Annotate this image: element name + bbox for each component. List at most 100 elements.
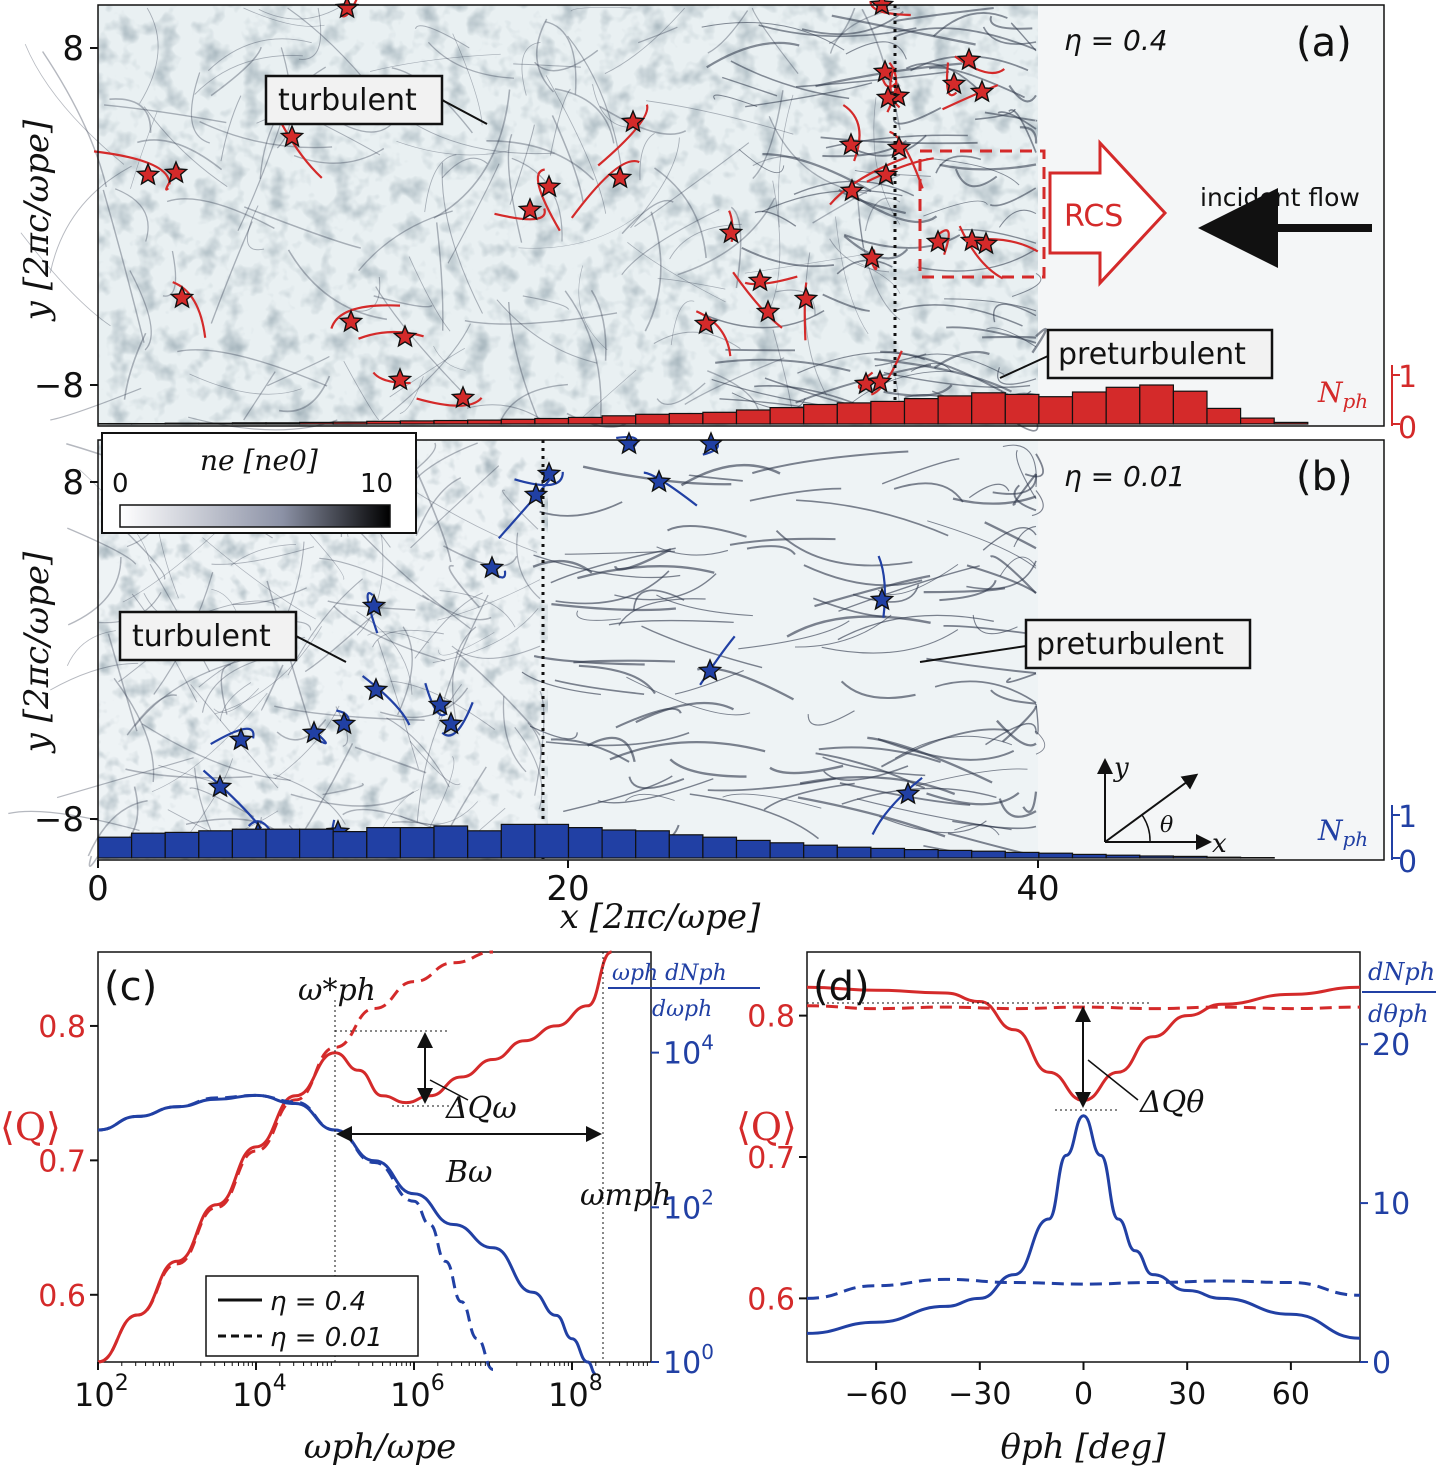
density-filament — [516, 532, 541, 600]
glyph-theta-arc — [1141, 814, 1151, 843]
preturbulent-pointer-b — [919, 645, 1027, 663]
density-filament — [729, 537, 836, 546]
density-filament — [274, 705, 425, 721]
panel-c-left-ticks: 0.8 0.7 0.6 — [38, 1010, 98, 1314]
photon-emission-star — [517, 197, 543, 221]
panel-b-ylabel: y [2πc/ωpe] — [17, 551, 57, 754]
density-filament — [577, 565, 715, 580]
histogram-bar — [231, 828, 267, 859]
particle-track — [366, 592, 379, 634]
density-filament — [427, 41, 515, 79]
density-filament — [514, 726, 543, 810]
turbulent-box-b — [118, 610, 298, 662]
density-filament — [1011, 272, 1042, 297]
density-filament — [838, 565, 980, 612]
rcs-arrow — [1048, 139, 1168, 287]
density-filament — [551, 115, 584, 203]
particle-track — [877, 555, 886, 618]
panel-d-left-tick-label: 0.6 — [747, 1282, 795, 1317]
photon-emission-star — [646, 469, 672, 493]
density-filament — [836, 259, 893, 275]
density-filament — [396, 140, 509, 156]
histogram-bar — [937, 395, 973, 425]
histogram-bar — [1239, 417, 1275, 425]
density-filament — [554, 88, 615, 144]
photon-emission-star — [163, 160, 189, 184]
histogram-bar — [803, 403, 838, 425]
histogram-bar — [635, 830, 670, 859]
density-filament — [670, 300, 695, 346]
omega-star-label: ω*ph — [298, 973, 376, 1008]
density-filament — [604, 7, 686, 75]
particle-track — [829, 156, 908, 206]
density-filament — [49, 165, 132, 274]
histogram-bar — [1105, 386, 1141, 425]
histogram-bar — [1206, 407, 1242, 425]
density-filament — [521, 41, 541, 96]
density-filament — [400, 801, 478, 825]
density-filament — [630, 137, 680, 229]
density-filament — [190, 684, 279, 789]
colorbar-max: 10 — [360, 469, 393, 499]
photon-emission-star — [693, 311, 719, 335]
panel-c-right-label-bottom: dωph — [652, 997, 712, 1022]
preturbulent-label-b: preturbulent — [1036, 627, 1224, 662]
photon-emission-star — [361, 593, 387, 617]
histogram-bar — [131, 832, 166, 859]
density-filament — [989, 187, 1037, 207]
density-filament — [102, 189, 145, 343]
density-filament — [741, 247, 835, 268]
density-filament — [129, 270, 152, 351]
delta-q-label: ΔQω — [445, 1091, 517, 1126]
eta-label-b: η = 0.01 — [1064, 460, 1185, 493]
particle-track — [732, 271, 783, 329]
density-filament — [923, 587, 1006, 594]
density-filament — [210, 221, 253, 324]
particle-track — [866, 157, 934, 183]
density-filament — [372, 629, 444, 648]
histogram-bar — [366, 826, 401, 859]
density-filament — [1013, 525, 1037, 548]
panel-b-rtick-label-0: 0 — [1398, 845, 1417, 880]
histogram-bar — [366, 420, 401, 425]
density-filament — [1012, 473, 1037, 506]
density-filament — [50, 387, 142, 421]
density-filament — [609, 741, 766, 761]
density-filament — [797, 796, 946, 838]
panel-b-frame — [97, 439, 1385, 861]
density-filament — [539, 501, 623, 517]
density-filament — [746, 545, 796, 556]
histogram-bar — [231, 422, 267, 425]
panel-d-right-ticks: 20 10 0 — [1360, 1028, 1410, 1381]
density-filament — [926, 791, 1020, 806]
density-filament — [466, 404, 543, 421]
density-filament — [997, 111, 1037, 130]
density-filament — [933, 350, 990, 369]
density-filament — [8, 810, 140, 832]
density-filament — [550, 547, 676, 584]
density-filament — [822, 293, 870, 312]
panel-a: RCS incident flow turbulent preturbulent… — [17, 0, 1417, 446]
density-filament — [207, 38, 312, 71]
density-filament — [758, 24, 917, 38]
density-filament — [243, 7, 325, 27]
photon-emission-star — [755, 299, 781, 323]
density-filament — [1034, 703, 1039, 735]
density-filament — [939, 579, 997, 602]
legend-dashed-label: η = 0.01 — [270, 1323, 383, 1353]
density-filament — [414, 25, 470, 49]
density-filament — [625, 793, 675, 802]
histogram-bar — [567, 416, 603, 425]
density-filament — [984, 521, 1037, 550]
density-filament — [213, 688, 259, 713]
density-filament — [801, 10, 904, 36]
density-filament — [243, 371, 276, 421]
glyph-theta-dir — [1104, 773, 1199, 843]
density-filament — [796, 499, 949, 537]
density-filament — [389, 347, 465, 398]
photon-emission-star — [973, 231, 999, 255]
density-filament — [1035, 730, 1046, 755]
density-filament — [1002, 444, 1037, 488]
photon-emission-star — [169, 285, 195, 309]
density-filament — [769, 764, 844, 775]
